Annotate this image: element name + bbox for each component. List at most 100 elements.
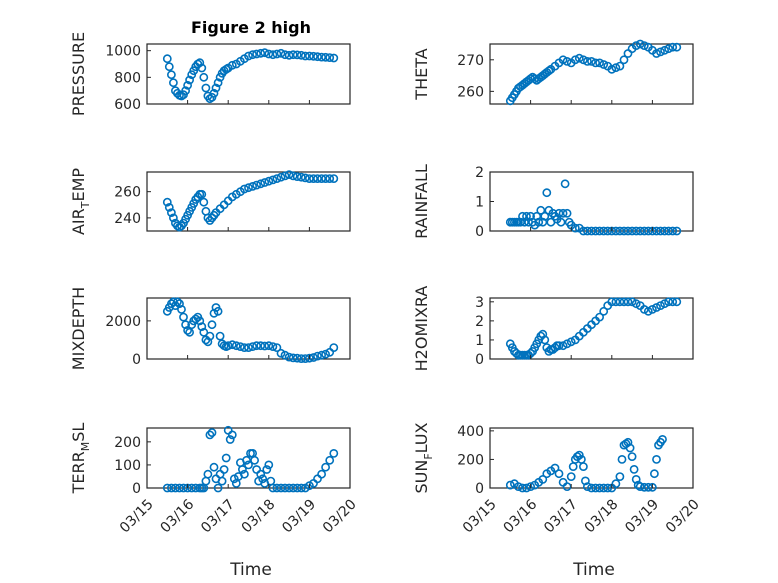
data-point-terr_msl <box>256 469 266 479</box>
data-point-h2omixra <box>643 306 653 316</box>
data-point-rainfall <box>595 226 604 236</box>
data-point-air_temp <box>168 213 178 223</box>
data-point-air_temp <box>288 171 298 181</box>
data-point-rainfall <box>587 226 596 236</box>
data-point-air_temp <box>296 172 306 182</box>
data-point-mixdepth <box>256 341 266 351</box>
data-point-rainfall <box>591 226 600 236</box>
data-point-rainfall <box>615 226 625 236</box>
data-point-sun_flux <box>648 482 657 492</box>
data-point-rainfall <box>579 226 588 236</box>
data-point-air_temp <box>244 183 253 193</box>
data-point-pressure <box>309 51 318 61</box>
x-tick-label: 03/19 <box>622 496 662 536</box>
data-point-pressure <box>272 49 282 59</box>
y-axis-label-terr_msl: TERRMSL <box>69 423 92 495</box>
data-point-h2omixra <box>672 297 682 307</box>
data-point-theta <box>579 55 588 65</box>
data-point-h2omixra <box>562 339 572 349</box>
data-point-theta <box>558 55 568 65</box>
y-tick-label: 0 <box>475 481 484 497</box>
data-point-sun_flux <box>550 463 560 473</box>
data-point-air_temp <box>272 174 282 183</box>
data-point-rainfall <box>627 226 637 236</box>
data-point-air_temp <box>313 174 322 183</box>
data-point-theta <box>668 42 678 52</box>
data-point-terr_msl <box>288 483 298 493</box>
data-point-sun_flux <box>514 482 523 491</box>
y-tick-label: 200 <box>114 435 141 451</box>
data-point-mixdepth <box>172 297 182 307</box>
axes-frames <box>146 43 694 489</box>
y-axis-label-mixdepth: MIXDEPTH <box>69 287 88 370</box>
x-tick-label: 03/20 <box>663 496 703 536</box>
data-point-sun_flux <box>639 482 649 492</box>
data-point-rainfall <box>542 188 552 198</box>
data-point-h2omixra <box>615 297 625 307</box>
data-point-sun_flux <box>581 476 590 486</box>
data-point-mixdepth <box>197 322 207 331</box>
data-point-sun_flux <box>583 482 592 491</box>
data-point-mixdepth <box>223 341 233 351</box>
data-point-mixdepth <box>177 304 186 314</box>
data-point-pressure <box>304 51 314 61</box>
data-point-terr_msl <box>325 455 335 465</box>
data-point-sun_flux <box>587 483 596 493</box>
data-point-rainfall <box>668 226 678 236</box>
data-point-mixdepth <box>231 341 241 351</box>
data-point-sun_flux <box>526 482 535 491</box>
data-point-h2omixra <box>538 329 548 339</box>
data-point-pressure <box>213 78 223 88</box>
data-point-h2omixra <box>595 312 604 322</box>
y-axis-label-rainfall: RAINFALL <box>412 164 431 239</box>
y-axis-label-pressure: PRESSURE <box>69 32 88 116</box>
data-point-air_temp <box>260 178 270 187</box>
data-point-pressure <box>256 48 266 58</box>
y-axis-label-air_temp: AIRTEMP <box>69 168 92 235</box>
data-point-terr_msl <box>217 476 227 486</box>
data-point-mixdepth <box>284 352 294 362</box>
data-point-theta <box>664 44 673 54</box>
x-tick-label: 03/20 <box>320 496 360 536</box>
data-point-mixdepth <box>329 343 339 352</box>
data-point-mixdepth <box>264 341 274 351</box>
data-point-pressure <box>276 48 286 58</box>
data-point-terr_msl <box>262 465 272 474</box>
data-point-sun_flux <box>595 483 604 493</box>
data-point-pressure <box>162 54 172 64</box>
data-point-theta <box>595 58 604 68</box>
y-tick-label: 600 <box>114 97 141 113</box>
data-point-air_temp <box>248 181 257 191</box>
data-point-mixdepth <box>292 353 302 363</box>
data-point-sun_flux <box>518 483 527 493</box>
data-point-terr_msl <box>166 483 176 493</box>
data-point-h2omixra <box>664 297 673 307</box>
y-tick-label: 0 <box>475 352 484 368</box>
x-tick-label: 03/18 <box>582 496 622 536</box>
data-point-mixdepth <box>215 331 225 341</box>
data-point-rainfall <box>623 226 633 236</box>
data-point-mixdepth <box>296 354 306 363</box>
data-point-sun_flux <box>611 479 621 489</box>
y-tick-label: 1 <box>475 195 484 211</box>
data-point-theta <box>599 60 609 69</box>
data-point-mixdepth <box>268 342 278 351</box>
y-tick-label: 2 <box>475 165 484 181</box>
data-point-pressure <box>248 50 257 60</box>
data-point-terr_msl <box>179 483 188 493</box>
data-point-air_temp <box>284 170 294 179</box>
data-point-sun_flux <box>505 480 515 490</box>
data-point-theta <box>607 64 617 74</box>
data-point-h2omixra <box>623 297 633 307</box>
y-tick-label: 2 <box>475 314 484 330</box>
data-point-pressure <box>325 53 335 62</box>
data-point-terr_msl <box>292 483 302 493</box>
data-point-mixdepth <box>205 331 215 341</box>
data-point-sun_flux <box>574 450 584 460</box>
data-point-terr_msl <box>321 462 330 472</box>
data-point-mixdepth <box>227 340 237 350</box>
data-point-pressure <box>211 83 221 93</box>
data-point-mixdepth <box>313 351 322 361</box>
data-point-terr_msl <box>296 483 306 493</box>
data-point-terr_msl <box>227 430 237 440</box>
